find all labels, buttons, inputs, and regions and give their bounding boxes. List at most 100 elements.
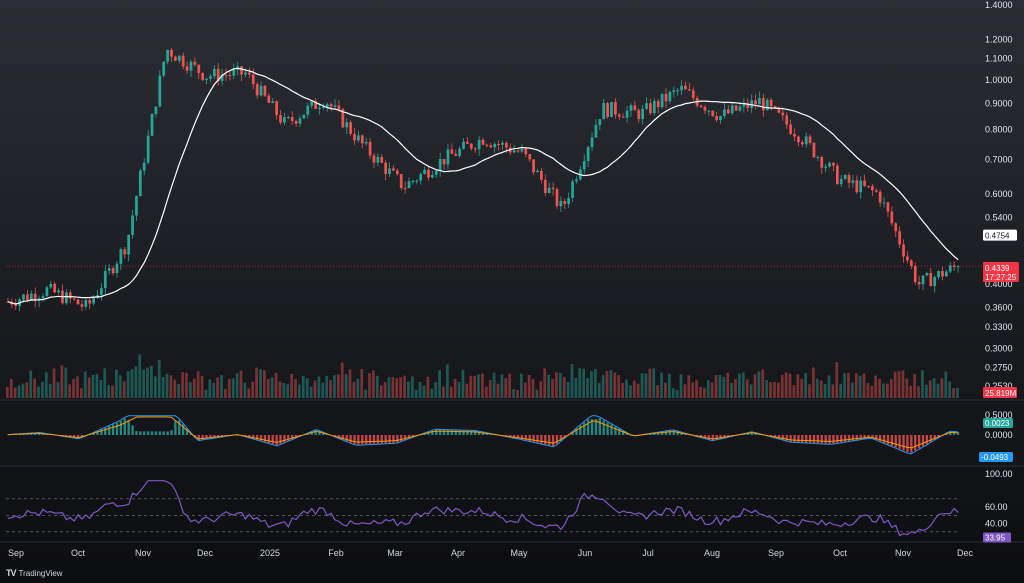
macd-histogram-bar [793, 435, 796, 442]
macd-histogram-bar [789, 435, 792, 442]
volume-badge: 25.819M [985, 389, 1016, 398]
volume-bar [792, 385, 796, 398]
macd-histogram-bar [882, 435, 886, 443]
candle-body [598, 119, 602, 125]
candle-body [898, 231, 902, 245]
macd-histogram-bar [571, 431, 574, 435]
candle-body [711, 110, 715, 116]
volume-bar [126, 371, 130, 398]
volume-bar [843, 373, 846, 398]
volume-bar [375, 375, 379, 398]
countdown-badge: 17:27:25 [985, 273, 1017, 282]
candle-body [357, 135, 360, 141]
volume-bar [414, 389, 418, 398]
candle-body [170, 49, 173, 57]
volume-bar [952, 388, 955, 398]
price-tick-label: 0.7000 [985, 154, 1013, 164]
volume-bar [714, 375, 718, 398]
volume-bar [874, 375, 878, 398]
candle-body [543, 179, 547, 193]
volume-bar [461, 369, 465, 398]
price-tick-label: 0.3300 [985, 322, 1013, 332]
candle-body [664, 93, 668, 102]
volume-bar [477, 374, 480, 398]
macd-histogram-bar [520, 435, 524, 440]
time-axis[interactable]: Sep Oct Nov Dec 2025 Feb Mar Apr May Jun Jul Aug Sep… [8, 548, 974, 558]
volume-bar [917, 386, 920, 398]
macd-pane[interactable]: 0.5000 0.0000 0.0023 -0.0493 [6, 410, 1013, 462]
macd-histogram-bar [563, 435, 566, 438]
volume-bar [558, 372, 562, 398]
macd-histogram-bar [248, 435, 251, 438]
price-tick-label: 0.2530 [985, 381, 1013, 391]
macd-histogram-bar [528, 435, 531, 442]
time-tick-label: May [510, 548, 528, 558]
macd-histogram-bar [446, 429, 450, 435]
candle-body [832, 162, 835, 166]
volume-bar [621, 382, 624, 398]
volume-bar [177, 384, 181, 398]
macd-histogram-bar [532, 435, 535, 442]
volume-bar [165, 373, 169, 398]
volume-bar [488, 380, 492, 398]
macd-histogram-bar [890, 435, 894, 446]
volume-bar [629, 385, 632, 398]
volume-bar [153, 376, 157, 398]
price-tick-label: 1.4000 [985, 0, 1013, 10]
volume-bar [761, 369, 765, 398]
price-axis[interactable]: 1.4000 1.2000 1.1000 1.0000 0.9000 0.8000 0.70… [985, 0, 1013, 391]
macd-histogram-bar [108, 426, 111, 435]
macd-histogram-bar [703, 435, 707, 439]
candle-body [80, 304, 84, 307]
macd-histogram-bar [178, 419, 181, 435]
price-pane[interactable] [0, 47, 1024, 543]
macd-histogram-bar [929, 435, 932, 442]
volume-bar [235, 373, 239, 398]
candle-body [353, 133, 356, 141]
candle-body [555, 189, 559, 207]
candle-body [878, 191, 882, 203]
macd-last-badge: 0.0023 [985, 419, 1010, 428]
time-tick-label: Apr [451, 548, 465, 558]
volume-bar [796, 374, 800, 398]
candle-body [656, 100, 660, 108]
candle-body [72, 298, 76, 300]
macd-histogram-bar [458, 430, 461, 435]
candle-body [244, 72, 247, 75]
macd-histogram-bar [388, 435, 391, 444]
macd-histogram-bar [337, 435, 341, 439]
volume-bar [804, 372, 807, 398]
volume-pane [6, 354, 959, 398]
volume-bar [336, 374, 340, 398]
volume-bar [578, 368, 582, 398]
volume-bar [909, 385, 913, 398]
time-tick-label: Mar [387, 548, 403, 558]
volume-bar [146, 367, 149, 398]
candle-body [84, 300, 88, 307]
macd-histogram-bar [509, 435, 512, 438]
candle-body [540, 170, 543, 180]
volume-bar [189, 382, 192, 398]
candle-body [64, 292, 68, 304]
candle-body [197, 64, 201, 73]
candle-body [750, 100, 754, 109]
candle-body [723, 109, 726, 117]
candle-body [941, 270, 944, 277]
volume-bar [317, 376, 321, 398]
time-tick-label: Oct [833, 548, 848, 558]
volume-bar [60, 365, 64, 398]
signal-badge-bg [979, 452, 1013, 462]
candle-body [438, 159, 442, 171]
volume-bar [52, 368, 56, 398]
macd-histogram-bar [213, 435, 216, 438]
candle-body [691, 90, 695, 99]
candle-body [240, 66, 243, 75]
volume-bar [134, 366, 138, 398]
candle-body [473, 148, 477, 150]
candle-body [372, 155, 376, 163]
volume-bar [835, 362, 839, 398]
volume-bar [652, 368, 656, 398]
tradingview-branding[interactable]: TV TradingView [6, 568, 63, 578]
